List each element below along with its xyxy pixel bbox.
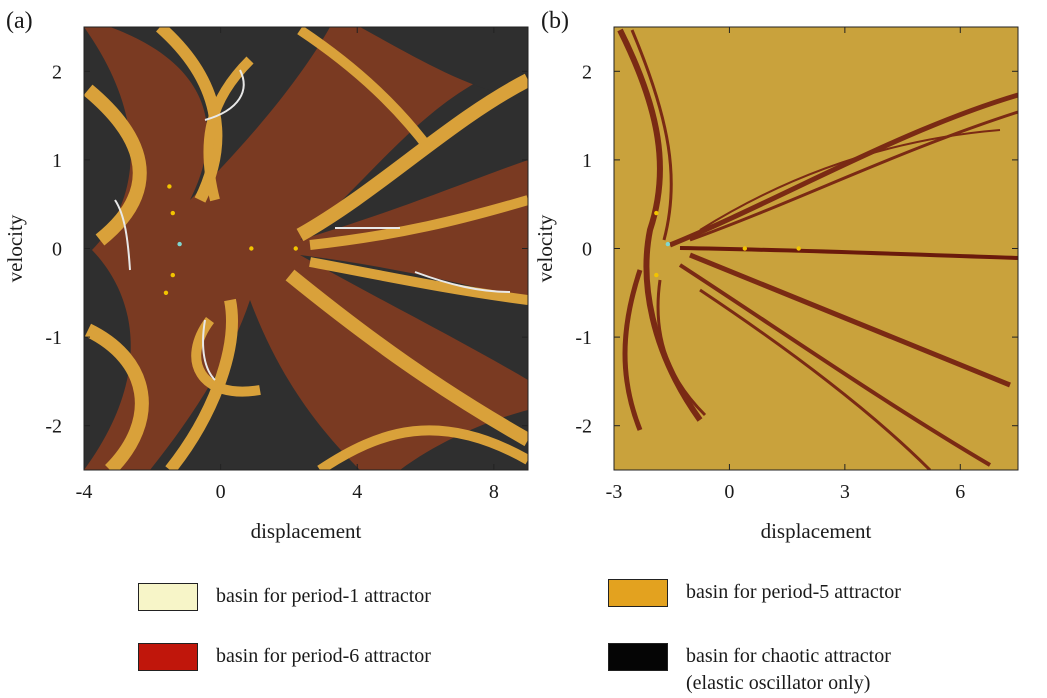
panel-b: -3 0 3 6 -2 -1 0 1 2 displacement velocity [533,26,1019,543]
legend-swatch-period-1 [138,583,198,611]
basin-pattern-b [617,28,1018,470]
y-tick-label: 2 [52,61,62,83]
period6-basin-band [669,92,1018,248]
period6-basin-band [699,288,932,470]
period5-basin-band [309,257,528,305]
period1-basin-arc [114,199,131,271]
period5-attractor-point [796,246,801,251]
period6-basin-band [699,129,1001,231]
legend-item-period-1: basin for period-1 attractor [138,583,431,611]
legend-swatch-period-5 [608,579,668,607]
x-tick-label: 8 [489,481,499,503]
basin-pattern-a [84,27,528,470]
y-tick-label: 1 [52,150,62,172]
axes-a: -4 0 4 8 -2 -1 0 1 2 displacement velocity [3,27,528,543]
period5-attractor-point [654,272,659,278]
x-tick-label: -3 [606,481,623,503]
period5-attractor-point [293,246,298,251]
legend-label-period-1: basin for period-1 attractor [216,585,431,607]
y-tick-label: 0 [582,239,592,261]
period5-basin-band [309,195,528,250]
period1-basin-arc [204,69,245,121]
period1-basin-arc [202,319,216,381]
period5-basin-band [203,56,254,202]
period1-attractor-point [177,241,182,247]
y-tick-label: -2 [45,416,62,438]
period1-basin-arc [414,271,511,293]
period5-basin-band [296,73,528,242]
period6-basin-band [622,269,643,431]
y-axis-label: velocity [533,214,557,282]
period1-attractor-point [665,241,671,247]
legend-label-period-5: basin for period-5 attractor [686,581,901,603]
legend-swatch-chaotic [608,643,668,671]
period6-basin-band [678,263,992,467]
x-tick-label: -4 [76,481,93,503]
period5-attractor-point [654,210,659,216]
legend-item-period-5: basin for period-5 attractor [608,579,901,607]
period5-basin-band [191,317,261,397]
period5-attractor-point [163,290,169,295]
attractor-points-a [163,184,298,295]
period6-basin-band [679,246,1018,260]
period5-basin-band [84,84,147,246]
x-axis-label: displacement [251,519,362,543]
legend-item-chaotic: basin for chaotic attractor (elastic osc… [608,643,891,697]
period6-basin-band [689,252,1011,388]
period5-basin-band [317,425,528,470]
y-tick-label: 2 [582,61,592,83]
y-tick-label: -2 [575,416,592,438]
period6-basin-band [630,29,673,241]
panel-tag-a: (a) [6,8,33,34]
y-tick-label: -1 [575,327,592,349]
period5-attractor-point [170,210,175,216]
plot-area-b [614,27,1018,470]
panel-a: -4 0 4 8 -2 -1 0 1 2 displacement velocity [3,26,529,543]
x-tick-label: 0 [724,481,734,503]
period5-basin-band [285,269,528,447]
period5-attractor-point [742,246,748,251]
period5-basin-band [297,27,434,154]
x-tick-label: 6 [955,481,965,503]
period5-basin-band [84,323,149,470]
legend-label-period-6: basin for period-6 attractor [216,645,431,667]
period5-attractor-point [170,272,175,278]
figure: -4 0 4 8 -2 -1 0 1 2 displacement velocity -3 0 3 6 -2… [3,26,1019,543]
legend-item-period-6: basin for period-6 attractor [138,643,431,671]
legend-label-chaotic: basin for chaotic attractor (elastic osc… [686,645,891,694]
x-axis-label: displacement [761,519,872,543]
x-tick-label: 4 [352,481,362,503]
x-tick-label: 3 [840,481,850,503]
y-tick-label: -1 [45,327,62,349]
attractor-points-b [654,210,801,278]
x-tick-label: 0 [216,481,226,503]
y-tick-label: 0 [52,239,62,261]
period5-attractor-point [249,246,254,251]
legend-swatch-period-6 [138,643,198,671]
period6-basin-band [689,110,1018,242]
chaotic-basin-region [360,27,528,100]
period6-basin-band [656,279,707,417]
y-axis-label: velocity [3,214,27,282]
axes-b: -3 0 3 6 -2 -1 0 1 2 displacement velocity [533,27,1018,543]
panel-tag-b: (b) [541,8,569,34]
period5-attractor-point [167,184,172,189]
y-tick-label: 1 [582,150,592,172]
chaotic-basin-region [300,255,528,380]
